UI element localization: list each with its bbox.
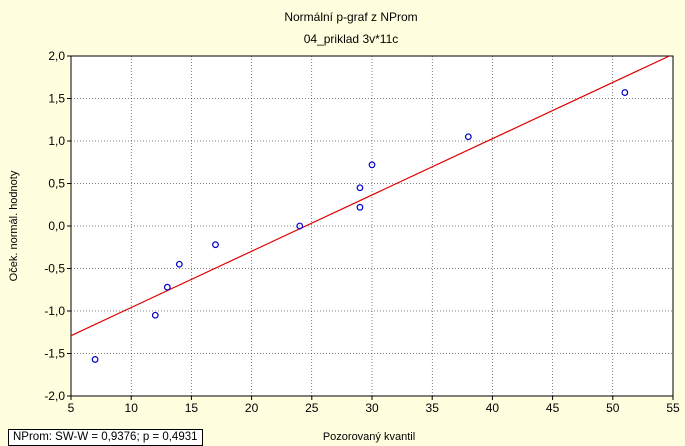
x-tick-label: 25 — [305, 401, 319, 415]
data-point — [296, 222, 304, 230]
y-tick-label: 0,5 — [48, 177, 65, 191]
data-point — [464, 133, 472, 141]
data-point — [163, 283, 171, 291]
x-tick-label: 55 — [666, 401, 680, 415]
x-tick-label: 5 — [68, 401, 75, 415]
y-tick-label: 0,0 — [48, 219, 65, 233]
y-tick-label: -2,0 — [44, 389, 65, 403]
shapiro-wilk-stats: NProm: SW-W = 0,9376; p = 0,4931 — [8, 429, 203, 446]
data-point — [175, 260, 183, 268]
y-tick-label: -0,5 — [44, 262, 65, 276]
x-tick-label: 50 — [606, 401, 620, 415]
data-point — [91, 356, 99, 363]
y-tick-label: 1,0 — [48, 134, 65, 148]
data-point — [368, 161, 376, 169]
fit-line — [70, 55, 670, 337]
y-axis-label: Oček. normál. hodnoty — [8, 170, 20, 281]
data-point — [212, 241, 219, 249]
x-axis-label: Pozorovaný kvantil — [323, 431, 415, 443]
x-tick-label: 10 — [125, 401, 139, 415]
y-tick-label: 2,0 — [48, 49, 65, 63]
y-tick-label: -1,5 — [44, 347, 65, 361]
chart-title: Normální p-graf z NProm — [284, 10, 417, 24]
x-tick-label: 15 — [185, 401, 199, 415]
x-tick-label: 45 — [546, 401, 560, 415]
data-point — [356, 184, 364, 192]
x-tick-label: 30 — [365, 401, 379, 415]
y-tick-label: -1,0 — [44, 304, 65, 318]
x-tick-label: 40 — [486, 401, 500, 415]
axis-ticks: 5 10 15 20 25 30 35 40 45 50 55 -2,0 -1,5 -1,0 -0,5 0,0… — [44, 49, 680, 415]
y-tick-label: 1,5 — [48, 92, 65, 106]
x-tick-label: 20 — [245, 401, 259, 415]
data-point — [151, 311, 159, 319]
grid — [71, 56, 673, 396]
data-point — [621, 89, 629, 96]
chart-subtitle: 04_priklad 3v*11c — [304, 32, 399, 46]
data-points — [91, 89, 629, 363]
data-point — [356, 203, 364, 211]
x-tick-label: 35 — [426, 401, 440, 415]
